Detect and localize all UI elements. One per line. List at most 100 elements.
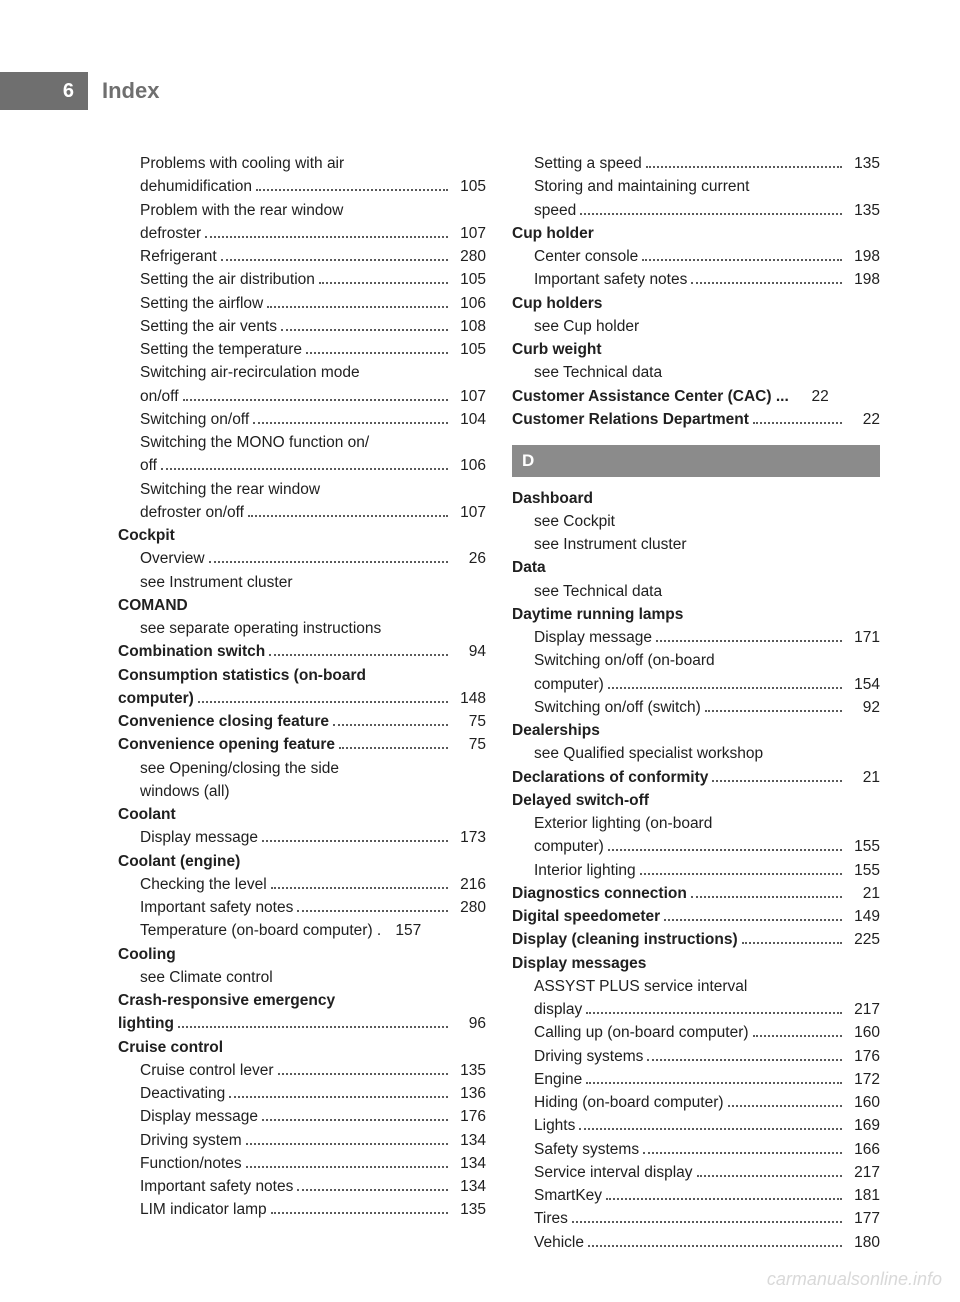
entry-label: Center console <box>534 245 638 268</box>
dot-leader <box>221 250 448 261</box>
entry-label: Setting a speed <box>534 152 642 175</box>
index-entry: COMAND <box>118 594 486 617</box>
entry-label: Switching on/off (on-board <box>534 649 715 672</box>
index-columns: Problems with cooling with airdehumidifi… <box>0 72 960 1254</box>
entry-label: see Cup holder <box>534 315 639 338</box>
entry-label: SmartKey <box>534 1184 602 1207</box>
index-entry: defroster107 <box>118 222 486 245</box>
dot-leader <box>572 1212 842 1223</box>
index-entry: Interior lighting155 <box>512 859 880 882</box>
entry-label: Coolant (engine) <box>118 850 240 873</box>
dot-leader <box>642 250 842 261</box>
entry-page: 105 <box>452 175 486 198</box>
index-entry: Coolant <box>118 803 486 826</box>
entry-label: Cruise control lever <box>140 1059 274 1082</box>
entry-label: Display messages <box>512 952 646 975</box>
entry-page: 176 <box>452 1105 486 1128</box>
dot-leader <box>742 933 842 944</box>
entry-page: 171 <box>846 626 880 649</box>
entry-label: see Cockpit <box>534 510 615 533</box>
index-entry: computer)155 <box>512 835 880 858</box>
index-entry: Switching the rear window <box>118 478 486 501</box>
entry-page: 217 <box>846 1161 880 1184</box>
entry-label: Problems with cooling with air <box>140 152 344 175</box>
index-entry: Problem with the rear window <box>118 199 486 222</box>
entry-label: see Technical data <box>534 580 662 603</box>
index-entry: computer)148 <box>118 687 486 710</box>
entry-page: 154 <box>846 673 880 696</box>
index-entry: Driving system134 <box>118 1129 486 1152</box>
entry-label: Crash-responsive emergency <box>118 989 335 1012</box>
entry-label: Cockpit <box>118 524 175 547</box>
index-entry: Daytime running lamps <box>512 603 880 626</box>
index-entry: Cup holders <box>512 292 880 315</box>
entry-page: 135 <box>846 199 880 222</box>
entry-label: Important safety notes <box>140 1175 293 1198</box>
entry-label: see Opening/closing the side <box>140 757 339 780</box>
entry-label: computer) <box>534 673 604 696</box>
entry-label: Calling up (on-board computer) <box>534 1021 749 1044</box>
index-entry: Service interval display217 <box>512 1161 880 1184</box>
index-entry: see Technical data <box>512 580 880 603</box>
index-entry: Crash-responsive emergency <box>118 989 486 1012</box>
index-entry: Declarations of conformity 21 <box>512 766 880 789</box>
index-entry: see Opening/closing the side <box>118 757 486 780</box>
index-entry: Safety systems166 <box>512 1138 880 1161</box>
dot-leader <box>269 645 448 656</box>
entry-label: Display (cleaning instructions) <box>512 928 738 951</box>
index-entry: Switching on/off104 <box>118 408 486 431</box>
entry-page: 166 <box>846 1138 880 1161</box>
entry-label: Declarations of conformity <box>512 766 708 789</box>
index-entry: Cruise control <box>118 1036 486 1059</box>
index-entry: ASSYST PLUS service interval <box>512 975 880 998</box>
entry-label: Overview <box>140 547 205 570</box>
index-entry: Coolant (engine) <box>118 850 486 873</box>
entry-label: Temperature (on-board computer) . <box>140 919 381 942</box>
dot-leader <box>646 157 842 168</box>
index-entry: defroster on/off107 <box>118 501 486 524</box>
dot-leader <box>586 1003 842 1014</box>
entry-label: Customer Relations Department <box>512 408 749 431</box>
dot-leader <box>246 1157 448 1168</box>
entry-page: 160 <box>846 1021 880 1044</box>
entry-page: 21 <box>846 766 880 789</box>
entry-label: Diagnostics connection <box>512 882 687 905</box>
index-entry: Checking the level216 <box>118 873 486 896</box>
dot-leader <box>608 840 842 851</box>
index-entry: off106 <box>118 454 486 477</box>
entry-page: 225 <box>846 928 880 951</box>
entry-label: Tires <box>534 1207 568 1230</box>
entry-label: Display message <box>140 826 258 849</box>
dot-leader <box>588 1236 842 1247</box>
index-entry: see separate operating instructions <box>118 617 486 640</box>
dot-leader <box>262 1110 448 1121</box>
entry-page: 96 <box>452 1012 486 1035</box>
entry-page: 198 <box>846 268 880 291</box>
entry-label: Coolant <box>118 803 176 826</box>
index-entry: Cup holder <box>512 222 880 245</box>
index-entry: see Cockpit <box>512 510 880 533</box>
index-entry: Calling up (on-board computer) 160 <box>512 1021 880 1044</box>
entry-label: Switching on/off <box>140 408 249 431</box>
entry-label: Interior lighting <box>534 859 636 882</box>
entry-label: windows (all) <box>140 780 230 803</box>
index-entry: see Cup holder <box>512 315 880 338</box>
dot-leader <box>579 1119 842 1130</box>
entry-label: Problem with the rear window <box>140 199 343 222</box>
entry-label: defroster <box>140 222 201 245</box>
entry-page: 136 <box>452 1082 486 1105</box>
dot-leader <box>267 297 448 308</box>
index-entry: display217 <box>512 998 880 1021</box>
index-entry: on/off107 <box>118 385 486 408</box>
index-entry: Problems with cooling with air <box>118 152 486 175</box>
index-entry: see Climate control <box>118 966 486 989</box>
dot-leader <box>728 1096 842 1107</box>
index-entry: see Instrument cluster <box>118 571 486 594</box>
entry-label: Display message <box>140 1105 258 1128</box>
entry-label: see Qualified specialist workshop <box>534 742 763 765</box>
index-entry: Delayed switch-off <box>512 789 880 812</box>
index-entry: LIM indicator lamp135 <box>118 1198 486 1221</box>
entry-page: 22 <box>846 408 880 431</box>
index-entry: Center console198 <box>512 245 880 268</box>
entry-label: Important safety notes <box>534 268 687 291</box>
